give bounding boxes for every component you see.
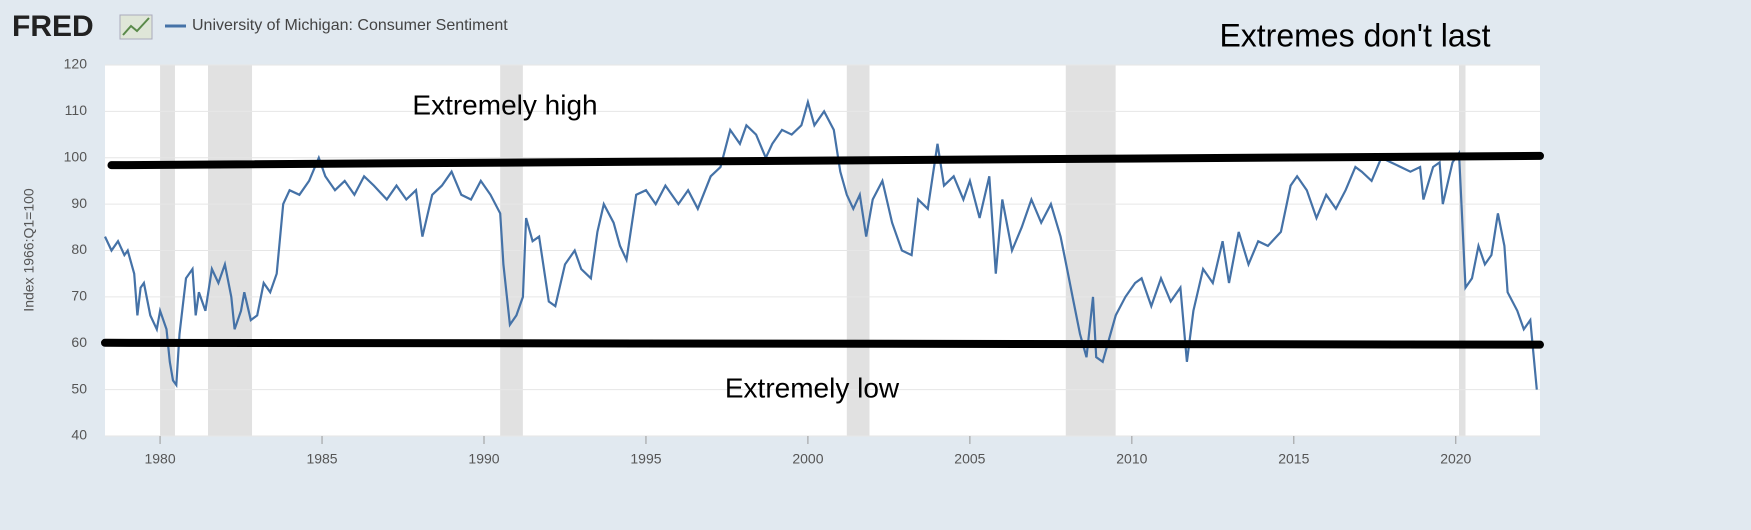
legend-label: University of Michigan: Consumer Sentime… [192,17,508,34]
x-tick-label: 1990 [468,451,499,467]
annotation: Extremely high [412,89,597,120]
reference-line [101,338,1544,349]
x-tick-label: 2020 [1440,451,1471,467]
reference-line [107,151,1544,170]
x-tick-label: 2010 [1116,451,1147,467]
y-tick-label: 80 [71,241,87,257]
x-tick-label: 1980 [144,451,175,467]
x-tick-label: 1985 [306,451,337,467]
chart-title: Extremes don't last [1219,17,1490,53]
series-line [104,98,1538,390]
y-tick-label: 50 [71,380,87,396]
y-tick-label: 90 [71,195,87,211]
y-tick-label: 60 [71,334,87,350]
y-tick-label: 40 [71,427,87,443]
y-tick-label: 70 [71,288,87,304]
x-tick-label: 2005 [954,451,985,467]
y-tick-label: 110 [65,102,88,118]
y-tick-label: 100 [64,148,88,164]
x-tick-label: 2000 [792,451,823,467]
y-axis-label: Index 1966:Q1=100 [21,188,37,312]
x-tick-label: 2015 [1278,451,1309,467]
y-tick-label: 120 [64,56,88,72]
logo-icon [119,14,153,40]
logo: FRED [12,10,94,43]
x-tick-label: 1995 [630,451,661,467]
annotation: Extremely low [725,372,900,403]
